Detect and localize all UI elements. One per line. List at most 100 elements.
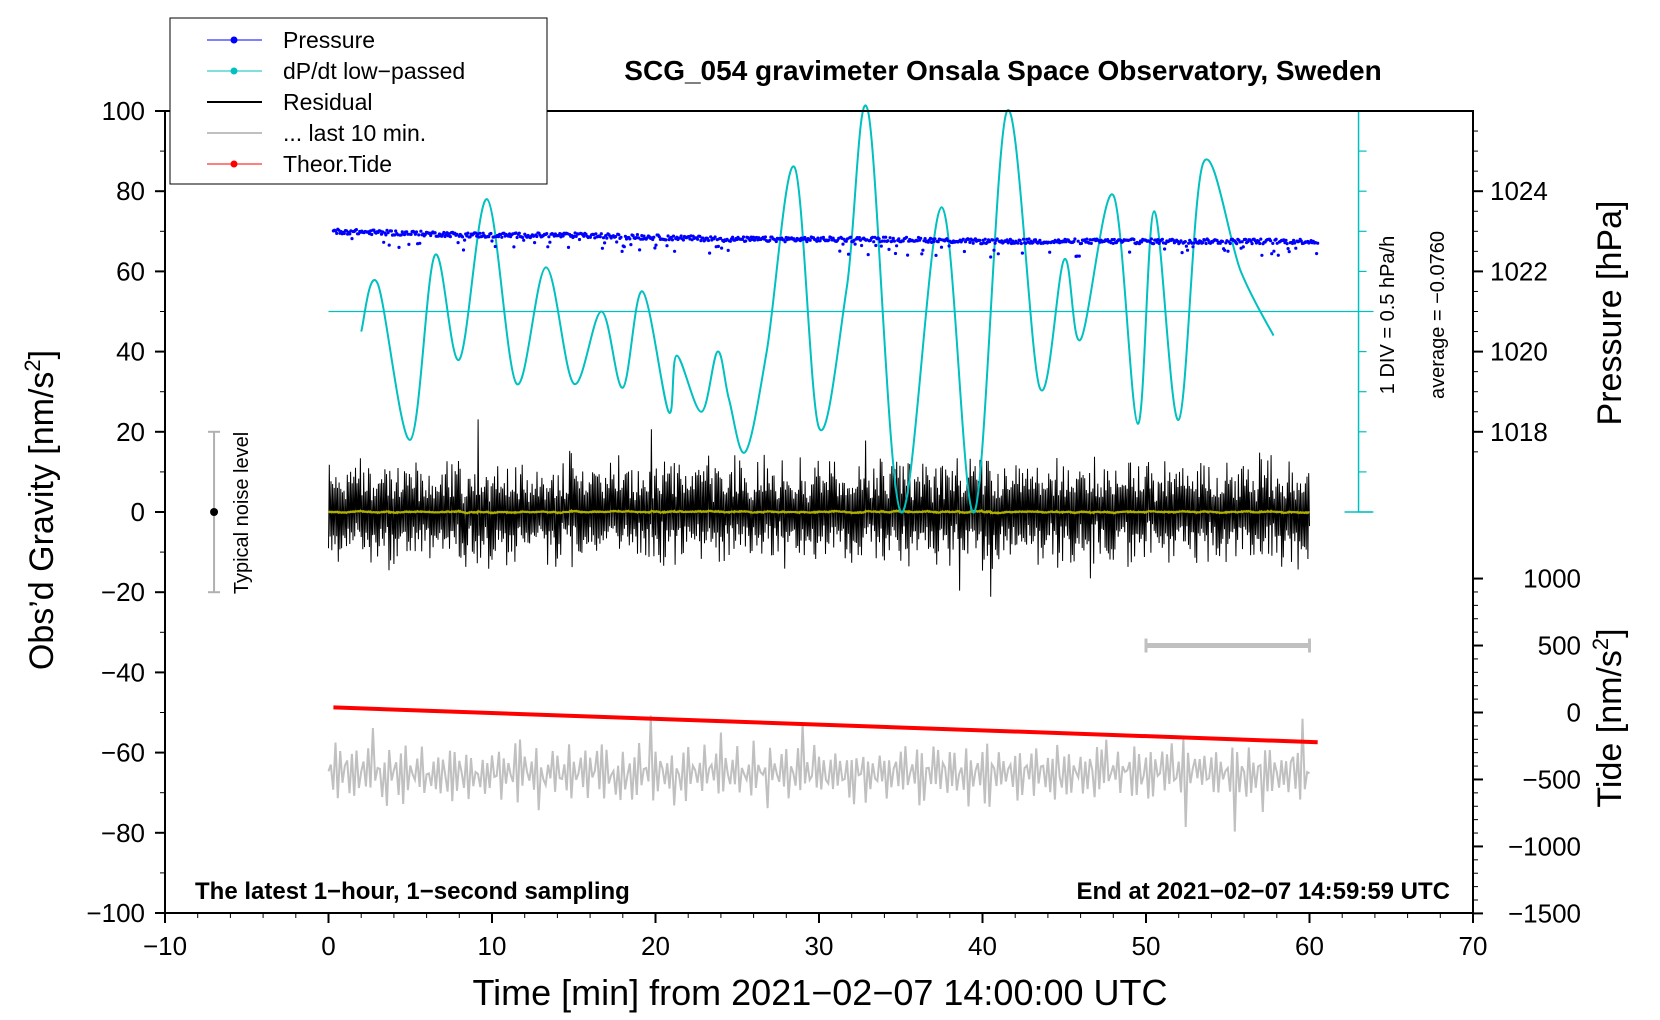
pressure-point xyxy=(448,235,452,239)
y-tick-label: −80 xyxy=(101,818,145,848)
pressure-point xyxy=(1183,240,1187,244)
pressure-point xyxy=(572,234,576,238)
pressure-point xyxy=(1196,241,1201,245)
pressure-point xyxy=(566,245,571,249)
pressure-point xyxy=(1259,237,1263,241)
axis-layer: −10 0 10 20 30 40 50 60 70100806040200−20−40−60−… xyxy=(86,96,1581,961)
x-tick-label: −10 xyxy=(143,931,187,961)
pressure-point xyxy=(699,239,703,243)
y-tick-label: −20 xyxy=(101,577,145,607)
pressure-point xyxy=(841,242,845,246)
legend-label: Theor.Tide xyxy=(283,151,392,177)
pressure-point xyxy=(701,236,705,240)
chart-title: SCG_054 gravimeter Onsala Space Observat… xyxy=(624,55,1381,86)
pressure-point xyxy=(880,239,885,243)
legend-swatch-dot xyxy=(230,67,238,75)
x-tick-label: 20 xyxy=(641,931,670,961)
pressure-point xyxy=(657,235,661,239)
pressure-point xyxy=(1016,241,1020,245)
pressure-point xyxy=(860,243,864,248)
pressure-point xyxy=(1185,248,1190,252)
dpdt-scale-text: 1 DIV = 0.5 hPa/h xyxy=(1377,236,1399,394)
pressure-point xyxy=(846,252,851,256)
pressure-point xyxy=(1293,241,1297,245)
pressure-point xyxy=(588,235,593,239)
pressure-point xyxy=(879,244,883,248)
pressure-point xyxy=(1075,254,1079,258)
residual-smoothed-series xyxy=(327,508,1310,515)
y-tick-label: −60 xyxy=(101,738,145,768)
pressure-point xyxy=(1019,241,1023,246)
pressure-point xyxy=(1215,238,1219,243)
legend-swatch-dot xyxy=(230,160,238,168)
pressure-point xyxy=(1294,246,1298,250)
legend-entry-residual: Residual xyxy=(207,89,373,115)
pressure-point xyxy=(1149,237,1153,241)
residual-series xyxy=(328,419,1310,597)
pressure-point xyxy=(619,235,623,239)
plot-layer xyxy=(208,104,1374,832)
pressure-point xyxy=(774,239,778,244)
pressure-point xyxy=(1079,241,1084,245)
end-time-note: End at 2021−02−07 14:59:59 UTC xyxy=(1076,878,1450,905)
pressure-point xyxy=(961,237,965,241)
pressure-point xyxy=(886,239,890,243)
pressure-point xyxy=(1164,241,1168,245)
pressure-point xyxy=(888,236,892,240)
tide-tick-label: −500 xyxy=(1522,764,1581,794)
pressure-point xyxy=(1201,241,1205,245)
pressure-point xyxy=(334,229,338,233)
pressure-point xyxy=(654,243,658,247)
y-tick-label: −40 xyxy=(101,657,145,687)
y-axis-label: Obs’d Gravity [nm/s2] xyxy=(20,350,61,670)
pressure-point xyxy=(1077,254,1081,258)
pressure-point xyxy=(992,248,996,252)
pressure-point xyxy=(939,245,944,249)
tide-axis-label-sup: 2 xyxy=(1588,638,1613,650)
pressure-point xyxy=(604,234,608,238)
legend: Pressure dP/dt low−passed Residual ... l… xyxy=(169,17,548,185)
pressure-point xyxy=(615,240,619,244)
legend-swatch-dot xyxy=(230,36,238,44)
pressure-point xyxy=(1270,252,1274,256)
pressure-point xyxy=(906,253,910,257)
pressure-point xyxy=(466,231,470,235)
pressure-point xyxy=(720,246,724,250)
pressure-point xyxy=(872,240,876,244)
pressure-point xyxy=(709,235,713,239)
pressure-point xyxy=(858,238,863,242)
pressure-point xyxy=(1271,241,1275,245)
pressure-point xyxy=(1038,238,1042,242)
pressure-point xyxy=(849,235,853,239)
pressure-point xyxy=(407,242,411,246)
pressure-point xyxy=(350,237,354,241)
pressure-point xyxy=(1152,242,1156,246)
pressure-point xyxy=(461,248,466,252)
pressure-point xyxy=(574,234,578,238)
pressure-point xyxy=(429,233,433,238)
pressure-point xyxy=(991,238,995,242)
pressure-point xyxy=(887,247,891,251)
pressure-point xyxy=(1258,241,1262,246)
noise-bar-center xyxy=(210,508,219,516)
pressure-point xyxy=(1240,240,1244,244)
pressure-point xyxy=(1235,242,1239,246)
pressure-point xyxy=(617,233,621,237)
pressure-point xyxy=(468,235,472,239)
pressure-point xyxy=(665,244,669,248)
pressure-point xyxy=(719,236,723,240)
pressure-point xyxy=(402,233,407,237)
pressure-point xyxy=(631,234,635,238)
y-tick-label: 100 xyxy=(102,96,145,126)
pressure-point xyxy=(582,234,586,238)
pressure-point xyxy=(904,235,909,239)
pressure-point xyxy=(679,234,683,238)
pressure-point xyxy=(1249,239,1253,243)
pressure-point xyxy=(521,235,525,240)
pressure-point xyxy=(1315,252,1319,256)
legend-label: Pressure xyxy=(283,27,375,53)
pressure-point xyxy=(548,240,552,244)
pressure-point xyxy=(670,238,675,242)
pressure-point xyxy=(1191,245,1195,249)
